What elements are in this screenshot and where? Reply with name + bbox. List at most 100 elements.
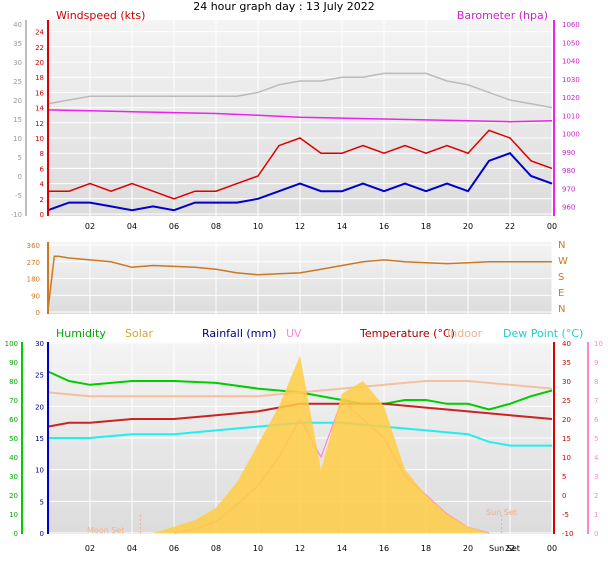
tick-label-uv: 3 [594,473,598,481]
tick-label-temperature: 10 [562,454,571,462]
tick-label-windrun: -10 [11,211,22,219]
tick-label-windspeed: 22 [35,44,44,52]
tick-label-windspeed: 0 [40,211,44,219]
tick-label-temperature: 30 [562,378,571,386]
compass-label: W [558,256,568,267]
tick-label-humidity: 80 [9,378,18,386]
tick-label-direction: 180 [27,276,40,284]
tick-label-temperature: 0 [562,492,566,500]
tick-label-barometer: 1030 [562,76,580,84]
tick-label-windspeed: 6 [40,165,45,173]
tick-label-uv: 0 [594,530,598,538]
tick-label-temperature: 20 [562,416,571,424]
tick-label-windspeed: 12 [35,120,44,128]
series-dew-point [48,421,552,447]
tick-label-windrun: 10 [13,135,22,143]
tick-label-windrun: 5 [18,154,22,162]
x-tick-label: 10 [253,544,263,553]
tick-label-barometer: 980 [562,167,575,175]
tick-label-windspeed: 8 [40,150,44,158]
tick-label-humidity: 50 [9,435,18,443]
series-wind-direction [47,255,552,311]
humidity-label: Humidity [56,327,106,340]
page-title: 24 hour graph day : 13 July 2022 [193,0,375,13]
tick-label-windrun: 20 [13,97,22,105]
rainfall-label: Rainfall (mm) [202,327,276,340]
tick-label-uv: 5 [594,435,598,443]
tick-label-uv: 1 [594,511,598,519]
series-gust [48,129,553,200]
tick-label-temperature: -5 [562,511,569,519]
direction-grid [48,242,553,314]
x-tick-label: 16 [379,222,389,231]
tick-label-humidity: 30 [9,473,18,481]
tick-label-windspeed: 18 [35,74,44,82]
x-tick-label: 20 [463,222,473,231]
tick-label-barometer: 990 [562,149,575,157]
wind-panel: 024681012141618202224-10-505101520253035… [11,9,580,231]
tick-label-barometer: 1010 [562,112,580,120]
tick-label-rainfall: 0 [40,530,44,538]
tick-label-uv: 7 [594,397,598,405]
moon-set-label: Moon Set [87,526,124,535]
x-tick-label: 06 [169,544,179,553]
tick-label-windspeed: 24 [35,29,44,37]
tick-label-uv: 9 [594,359,598,367]
tick-label-humidity: 20 [9,492,18,500]
tick-label-humidity: 60 [9,416,18,424]
tick-label-windrun: 25 [13,78,22,86]
tick-label-windrun: 40 [13,21,22,29]
wind-series [47,72,553,212]
sun-set-label: Sun Set [486,508,517,517]
tick-label-temperature: 15 [562,435,571,443]
series-average [47,152,553,212]
tick-label-windspeed: 16 [35,89,44,97]
x-tick-label: 00 [547,222,557,231]
tick-label-barometer: 960 [562,204,575,212]
tick-label-humidity: 100 [5,340,18,348]
tick-label-uv: 4 [594,454,599,462]
tick-label-uv: 2 [594,492,598,500]
tick-label-temperature: 35 [562,359,571,367]
tick-label-windrun: 0 [18,173,22,181]
tick-label-uv: 10 [594,340,603,348]
tick-label-windspeed: 10 [35,135,44,143]
wind-axes: 024681012141618202224-10-505101520253035… [11,20,580,231]
sun-set-x-label: Sun Set [489,544,520,553]
barometer-label: Barometer (hpa) [457,9,548,22]
series-wind-run [47,72,553,109]
tick-label-windrun: 15 [13,116,22,124]
tick-label-windspeed: 20 [35,59,44,67]
x-tick-label: 22 [505,222,515,231]
tick-label-barometer: 1020 [562,94,580,102]
tick-label-humidity: 10 [9,511,18,519]
tick-label-uv: 6 [594,416,599,424]
x-tick-label: 00 [547,544,557,553]
tick-label-windrun: -5 [15,192,22,200]
tick-label-direction: 0 [36,309,40,317]
tick-label-humidity: 90 [9,359,18,367]
tick-label-rainfall: 10 [35,467,44,475]
x-tick-label: 02 [85,544,95,553]
tick-label-rainfall: 5 [40,498,44,506]
x-tick-label: 20 [463,544,473,553]
tick-label-humidity: 0 [14,530,18,538]
x-tick-label: 12 [295,544,305,553]
tick-label-uv: 8 [594,378,598,386]
direction-series [47,255,552,311]
series-solar [153,355,489,533]
tick-label-windspeed: 14 [35,105,44,113]
tick-label-windspeed: 2 [40,196,44,204]
tick-label-temperature: 40 [562,340,571,348]
tick-label-humidity: 70 [9,397,18,405]
tick-label-rainfall: 25 [35,372,44,380]
windspeed-label: Windspeed (kts) [56,9,145,22]
compass-label: N [558,304,565,315]
tick-label-temperature: 5 [562,473,566,481]
solar-label: Solar [125,327,154,340]
tick-label-humidity: 40 [9,454,18,462]
tick-label-windspeed: 4 [40,181,45,189]
x-tick-label: 18 [421,222,431,231]
